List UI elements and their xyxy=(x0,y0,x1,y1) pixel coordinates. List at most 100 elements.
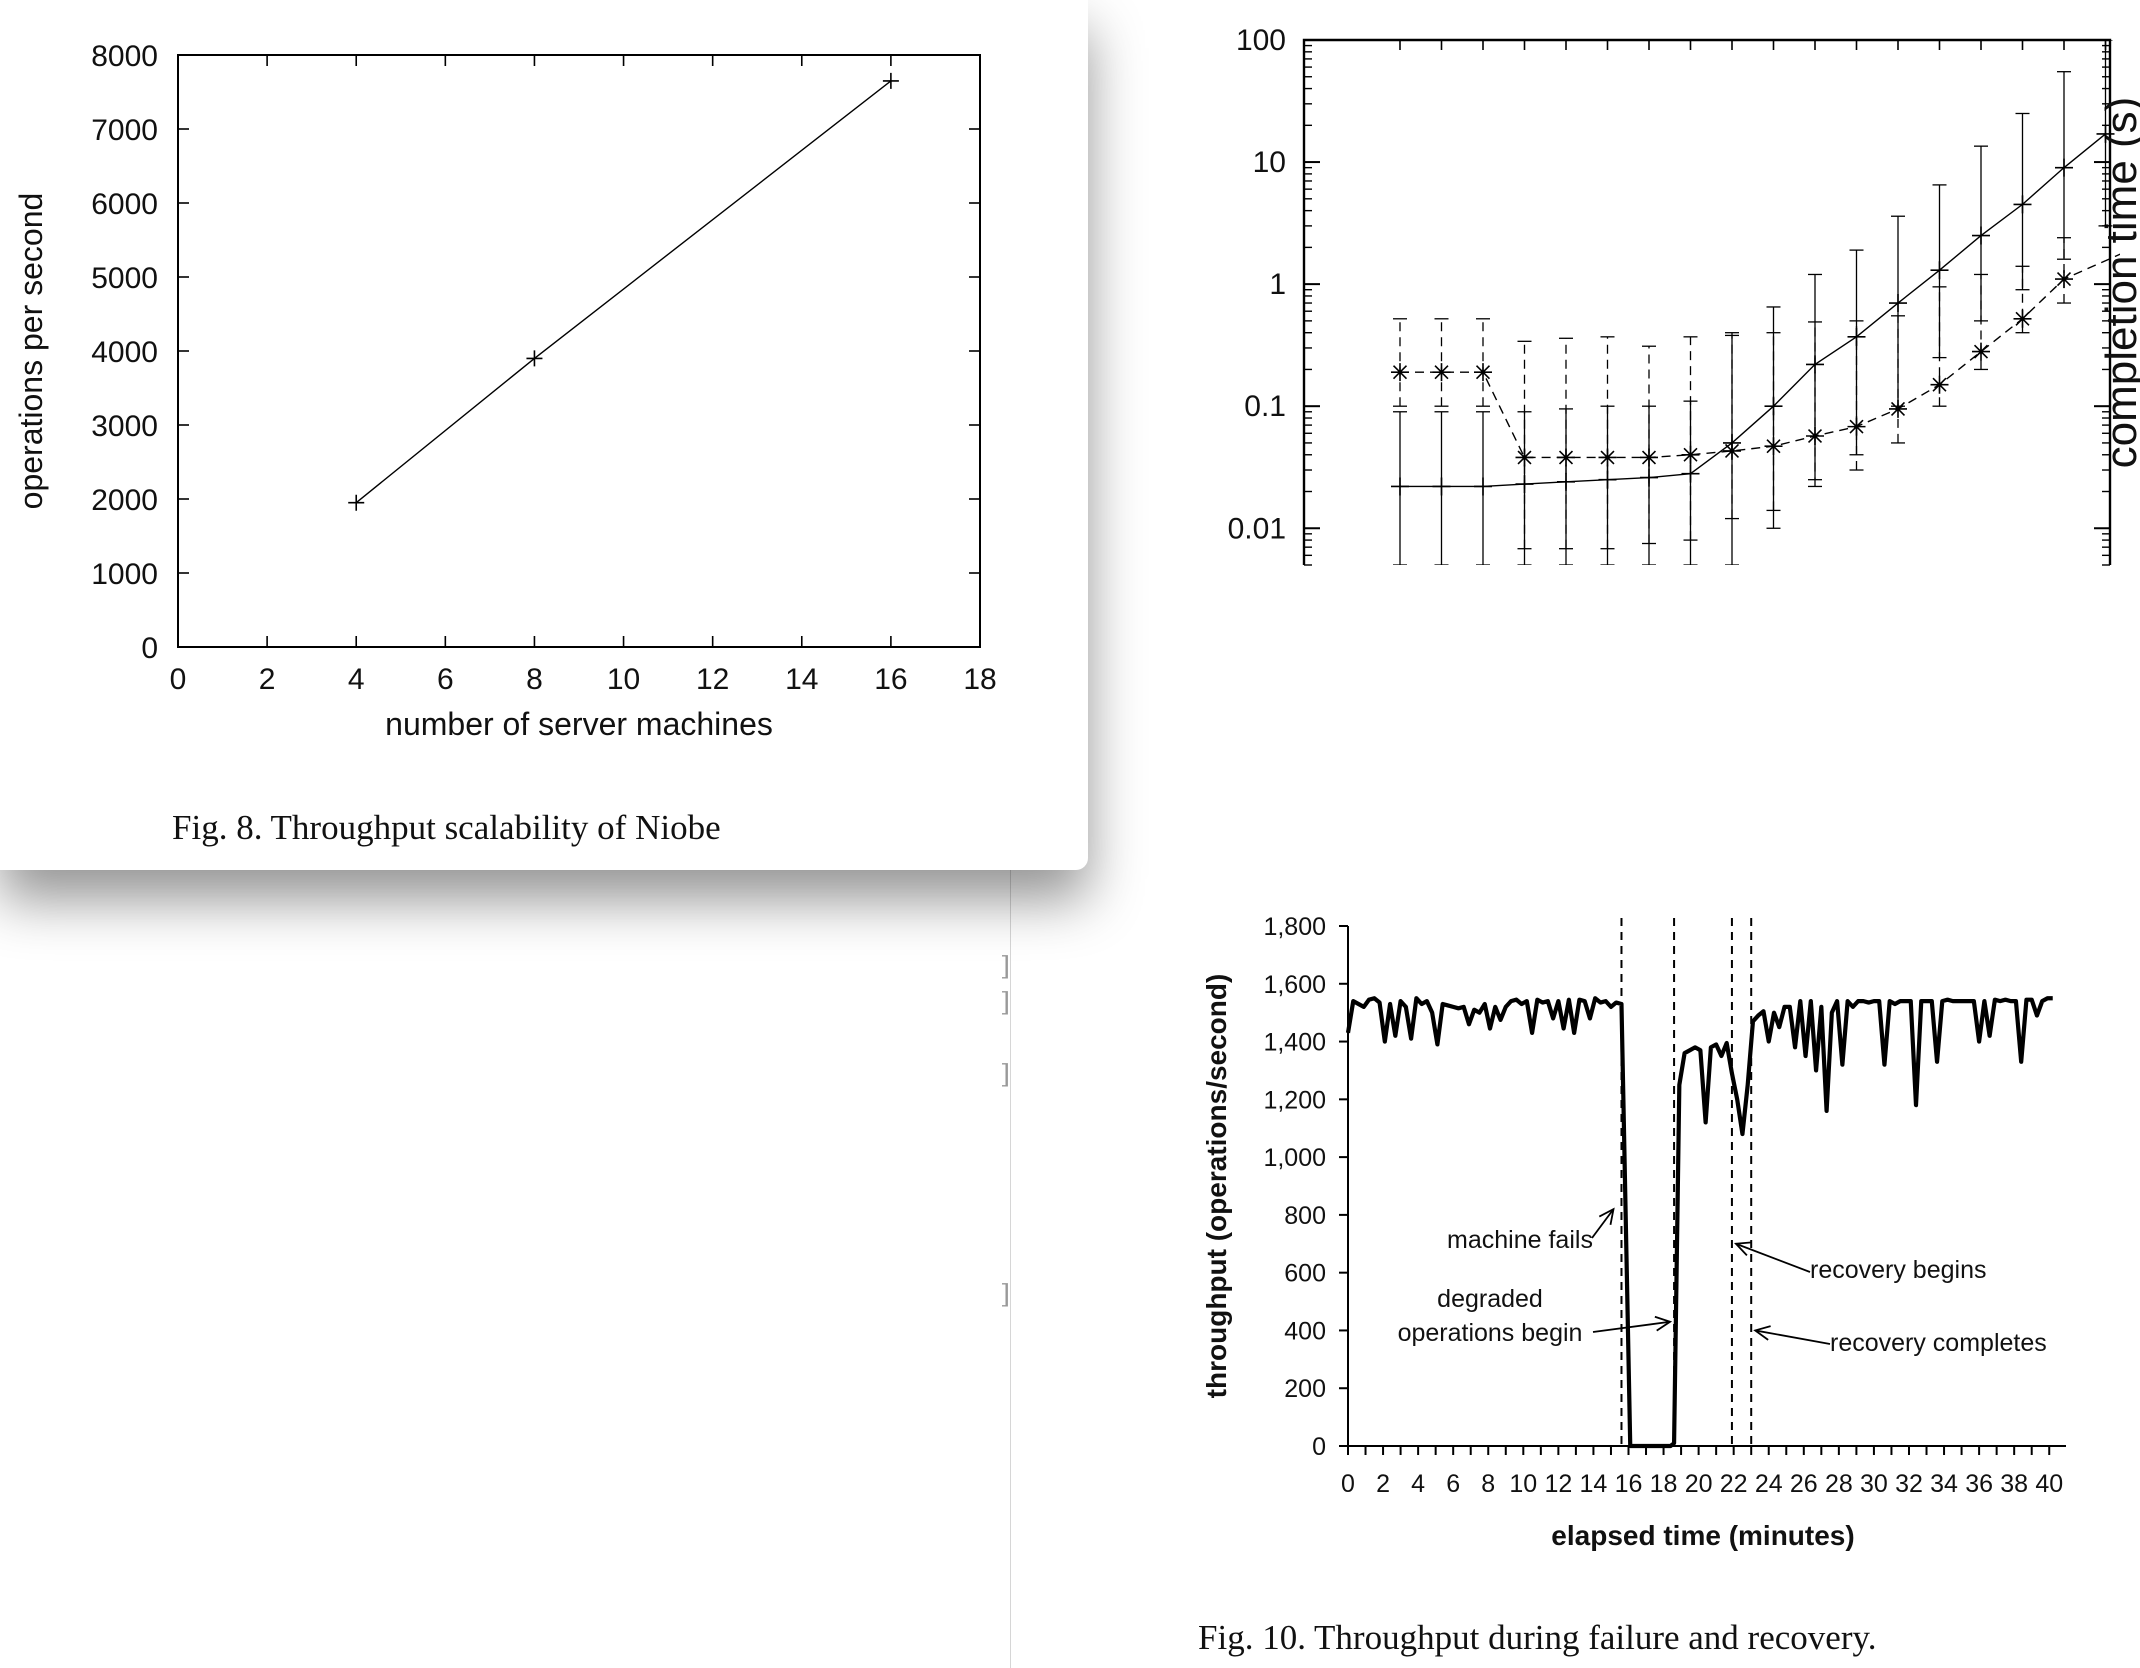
x-tick-label: 28 xyxy=(1825,1470,1853,1498)
y-tick-label: 1000 xyxy=(91,558,158,591)
fig10-caption: Fig. 10. Throughput during failure and r… xyxy=(1198,1618,1877,1657)
annotation-recovery-begins: recovery begins xyxy=(1810,1256,1986,1284)
x-tick-label: 10 xyxy=(1509,1470,1537,1498)
x-tick-label: 16 xyxy=(874,663,907,696)
data-point xyxy=(348,494,365,511)
x-tick-label: 8 xyxy=(1481,1470,1495,1498)
fig8-caption: Fig. 8. Throughput scalability of Niobe xyxy=(172,808,721,847)
y-axis-label: operations per second xyxy=(13,193,49,510)
y-tick-label: 7000 xyxy=(91,114,158,147)
figure-preview-popup: 0 2 4 6 8 10 12 14 16 18 0 1000 2000 3000 4000 5000 6000… xyxy=(0,0,1088,870)
annotation-recovery-completes: recovery completes xyxy=(1830,1329,2047,1357)
completion-time-chart: 0.01 0.1 1 10 100 completion time (s) xyxy=(1228,24,2140,566)
annotation-arrow xyxy=(1592,1320,1671,1333)
x-tick-label: 20 xyxy=(1685,1470,1713,1498)
plot-frame xyxy=(177,54,981,648)
x-tick-label: 18 xyxy=(1650,1470,1678,1498)
x-tick-label: 14 xyxy=(1580,1470,1608,1498)
x-tick-label: 38 xyxy=(2000,1470,2028,1498)
x-tick-label: 26 xyxy=(1790,1470,1818,1498)
x-tick-label: 22 xyxy=(1720,1470,1748,1498)
data-point xyxy=(2096,124,2115,143)
document-page-right xyxy=(1010,0,2140,1668)
data-point xyxy=(1515,448,1534,467)
series-line-dashed xyxy=(1400,253,2120,459)
margin-bracket: ] xyxy=(1000,1280,1011,1310)
data-point xyxy=(1557,448,1575,467)
annotation-arrow-head xyxy=(1733,1241,1752,1257)
y-tick-label: 0.01 xyxy=(1228,512,1286,545)
x-tick-label: 6 xyxy=(437,663,454,696)
plot-area xyxy=(1391,40,2120,565)
x-tick-label: 24 xyxy=(1755,1470,1783,1498)
x-tick-label: 40 xyxy=(2035,1470,2063,1498)
x-tick-label: 8 xyxy=(526,663,543,696)
data-point xyxy=(1681,445,1700,464)
y-tick-label: 400 xyxy=(1284,1317,1326,1345)
series-line xyxy=(355,80,892,504)
data-point xyxy=(1723,441,1741,460)
y-tick-label: 5000 xyxy=(91,262,158,295)
y-tick-label: 1,400 xyxy=(1263,1029,1326,1057)
x-tick-label: 0 xyxy=(1341,1470,1355,1498)
series-line-solid xyxy=(1400,133,2106,488)
annotation-arrow xyxy=(1591,1208,1615,1239)
annotation-arrow xyxy=(1735,1242,1811,1273)
annotation-machine-fails: machine fails xyxy=(1447,1226,1593,1254)
x-tick-label: 4 xyxy=(348,663,365,696)
x-tick-label: 4 xyxy=(1411,1470,1425,1498)
y-tick-label: 600 xyxy=(1284,1260,1326,1288)
data-point xyxy=(526,350,543,367)
x-axis-label: elapsed time (minutes) xyxy=(1551,1520,1854,1551)
x-tick-label: 6 xyxy=(1446,1470,1460,1498)
margin-bracket: ] xyxy=(1000,1060,1011,1090)
x-tick-label: 2 xyxy=(259,663,276,696)
y-tick-label: 3000 xyxy=(91,410,158,443)
x-tick-label: 2 xyxy=(1376,1470,1390,1498)
annotation-operations-begin: operations begin xyxy=(1398,1319,1583,1347)
y-axis-label: completion time (s) xyxy=(2097,97,2140,469)
annotation-degraded: degraded xyxy=(1437,1285,1543,1313)
y-tick-label: 200 xyxy=(1284,1375,1326,1403)
data-point xyxy=(1972,342,1990,361)
y-tick-label: 10 xyxy=(1253,146,1286,179)
y-tick-label: 1,800 xyxy=(1263,913,1326,941)
margin-bracket: ] xyxy=(1000,988,1011,1018)
throughput-scalability-chart: 0 2 4 6 8 10 12 14 16 18 0 1000 2000 3000 4000 5000 6000… xyxy=(13,40,997,742)
x-tick-label: 14 xyxy=(785,663,818,696)
x-tick-label: 16 xyxy=(1615,1470,1643,1498)
y-tick-label: 1,200 xyxy=(1263,1086,1326,1114)
x-tick-label: 0 xyxy=(170,663,187,696)
y-tick-label: 2000 xyxy=(91,484,158,517)
annotation-arrow-head xyxy=(1753,1325,1771,1341)
x-tick-label: 10 xyxy=(607,663,640,696)
x-axis-label: number of server machines xyxy=(385,706,773,742)
y-tick-label: 1,000 xyxy=(1263,1144,1326,1172)
annotation-arrow-head xyxy=(1598,1207,1615,1225)
x-tick-label: 36 xyxy=(1965,1470,1993,1498)
throughput-line xyxy=(1345,996,2053,1449)
annotation-arrow-head xyxy=(1654,1315,1673,1332)
x-tick-label: 18 xyxy=(963,663,996,696)
annotation-arrow xyxy=(1755,1329,1831,1345)
y-tick-label: 1 xyxy=(1269,268,1286,301)
y-tick-label: 0.1 xyxy=(1244,390,1286,423)
y-tick-label: 800 xyxy=(1284,1202,1326,1230)
y-tick-label: 100 xyxy=(1236,24,1286,57)
y-tick-label: 1,600 xyxy=(1263,971,1326,999)
y-axis-label: throughput (operations/second) xyxy=(1201,974,1232,1399)
data-point xyxy=(1432,363,1451,382)
y-tick-label: 4000 xyxy=(91,336,158,369)
y-tick-label: 0 xyxy=(141,632,158,665)
x-tick-label: 30 xyxy=(1860,1470,1888,1498)
x-tick-label: 32 xyxy=(1895,1470,1923,1498)
margin-bracket: ] xyxy=(1000,952,1011,982)
y-tick-label: 0 xyxy=(1312,1433,1326,1461)
y-tick-label: 6000 xyxy=(91,188,158,221)
data-point xyxy=(882,72,899,89)
x-tick-label: 12 xyxy=(696,663,729,696)
x-tick-label: 34 xyxy=(1930,1470,1958,1498)
x-tick-label: 12 xyxy=(1544,1470,1572,1498)
y-tick-label: 8000 xyxy=(91,40,158,73)
